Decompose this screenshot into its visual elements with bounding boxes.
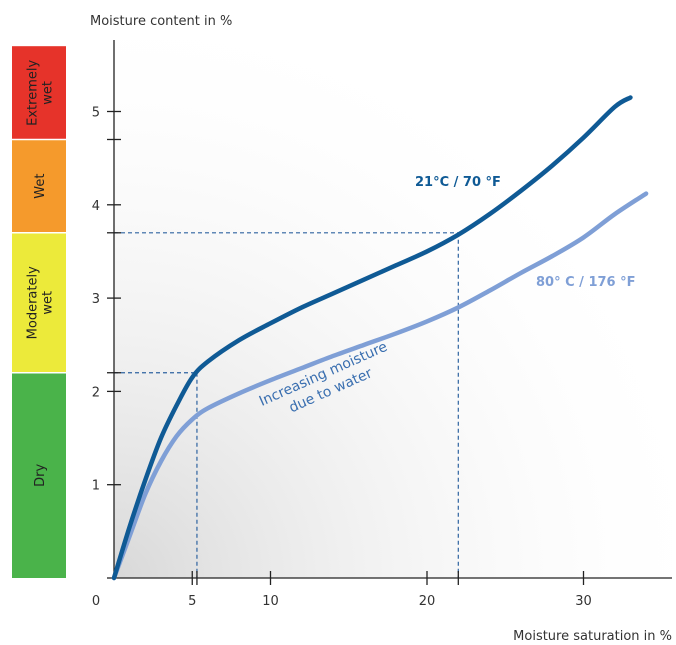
axes: 1 2 3 4 5 0 5 10 20 30 <box>92 40 672 609</box>
x-axis-label: Moisture saturation in % <box>513 629 672 644</box>
band-label-0: Dry <box>33 464 48 487</box>
band-label-line: wet <box>41 291 56 315</box>
band-label-2: Wet <box>33 174 48 199</box>
series-line-1 <box>111 191 649 581</box>
x-tick-label: 20 <box>419 594 436 609</box>
band-label-line: Moderately <box>26 266 41 339</box>
band-label-line: Wet <box>33 174 48 199</box>
band-label-1: Moderatelywet <box>26 266 56 339</box>
band-2 <box>12 139 66 233</box>
y-tick-label: 4 <box>92 199 100 214</box>
x-tick-label: 30 <box>575 594 592 609</box>
y-axis-label: Moisture content in % <box>90 14 232 29</box>
series-label-21c: 21°C / 70 °F <box>415 175 501 190</box>
plot-background <box>114 40 672 578</box>
band-1 <box>12 232 66 373</box>
band-label-line: Extremely <box>26 60 41 126</box>
band-label-3: Extremelywet <box>26 60 56 126</box>
series-lines <box>111 95 649 581</box>
reference-lines <box>114 232 459 578</box>
x-tick-label: 0 <box>92 594 100 609</box>
y-tick-label: 3 <box>92 292 100 307</box>
y-tick-label: 5 <box>92 106 100 121</box>
x-tick-label: 10 <box>262 594 279 609</box>
y-tick-label: 2 <box>92 385 100 400</box>
band-label-line: wet <box>41 81 56 105</box>
y-tick-label: 1 <box>92 479 100 494</box>
band-3 <box>12 46 66 140</box>
series-line-0 <box>111 95 633 581</box>
band-0 <box>12 372 66 578</box>
x-tick-label: 5 <box>188 594 196 609</box>
band-label-line: Dry <box>33 464 48 487</box>
series-label-80c: 80° C / 176 °F <box>536 275 636 290</box>
